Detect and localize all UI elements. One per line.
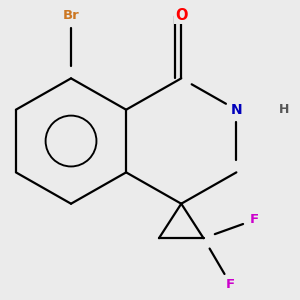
Text: F: F (226, 278, 235, 291)
Text: F: F (250, 214, 259, 226)
Text: H: H (279, 103, 289, 116)
Text: Br: Br (63, 9, 80, 22)
Text: N: N (230, 103, 242, 117)
Text: O: O (175, 8, 188, 23)
